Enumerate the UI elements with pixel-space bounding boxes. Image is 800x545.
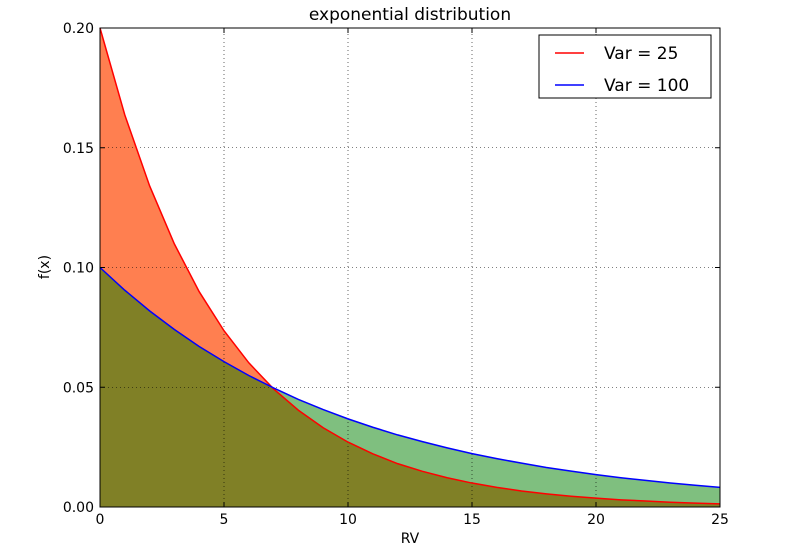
y-tick-label: 0.00 (63, 500, 94, 516)
x-tick-label: 25 (711, 512, 729, 528)
grid-lines (100, 28, 720, 507)
legend-label-var25: Var = 25 (604, 44, 678, 64)
x-tick-label: 5 (220, 512, 229, 528)
ticks: 0 5 10 15 20 25 0.00 0.05 0.10 0.15 0.20 (63, 21, 729, 528)
x-tick-label: 20 (587, 512, 605, 528)
x-tick-label: 0 (96, 512, 105, 528)
area-var100-only (100, 267, 720, 504)
legend-label-var100: Var = 100 (604, 76, 689, 96)
y-axis-label: f(x) (37, 255, 53, 279)
y-tick-label: 0.15 (63, 141, 94, 157)
x-axis-label: RV (401, 531, 420, 545)
line-var25 (99, 27, 721, 505)
chart-title: exponential distribution (309, 5, 511, 25)
series-lines (99, 27, 721, 505)
line-var100 (99, 266, 721, 489)
area-overlap (100, 267, 720, 507)
y-tick-label: 0.20 (63, 21, 94, 37)
legend-box (538, 34, 712, 99)
x-tick-label: 10 (339, 512, 357, 528)
y-tick-label: 0.05 (63, 380, 94, 396)
legend: Var = 25 Var = 100 (538, 34, 712, 99)
x-tick-label: 15 (463, 512, 481, 528)
area-fills (100, 28, 720, 507)
y-tick-label: 0.10 (63, 261, 94, 277)
